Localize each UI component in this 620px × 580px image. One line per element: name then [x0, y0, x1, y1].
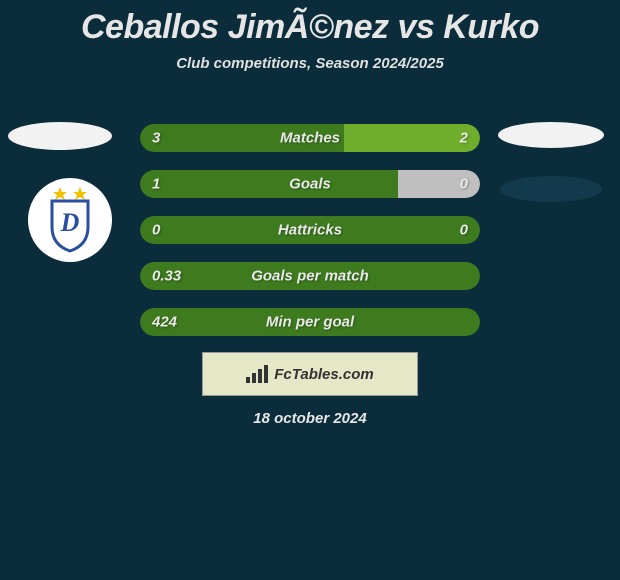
stat-label: Hattricks [140, 222, 480, 239]
stat-row: 0.33Goals per match [140, 262, 480, 290]
stat-row: 00Hattricks [140, 216, 480, 244]
comparison-card: Ceballos JimÃ©nez vs Kurko Club competit… [0, 0, 620, 580]
stat-label: Goals [140, 176, 480, 193]
bars-icon [246, 365, 268, 383]
stat-label: Matches [140, 130, 480, 147]
svg-text:D: D [60, 208, 80, 237]
stat-row: 10Goals [140, 170, 480, 198]
stat-row: 32Matches [140, 124, 480, 152]
player-right-photo-placeholder [498, 122, 604, 148]
club-badge-right-placeholder [500, 176, 602, 202]
stats-table: 32Matches 10Goals 00Hattricks 0.33Goals per… [140, 124, 480, 354]
page-title: Ceballos JimÃ©nez vs Kurko [0, 0, 620, 47]
dynamo-crest-icon: D [40, 187, 100, 253]
stat-label: Min per goal [140, 314, 480, 331]
club-badge-left: D [28, 178, 112, 262]
page-subtitle: Club competitions, Season 2024/2025 [0, 55, 620, 72]
brand-text: FcTables.com [274, 366, 373, 383]
brand-badge: FcTables.com [202, 352, 418, 396]
stat-row: 424Min per goal [140, 308, 480, 336]
stat-label: Goals per match [140, 268, 480, 285]
player-left-photo-placeholder [8, 122, 112, 150]
date-text: 18 october 2024 [0, 410, 620, 427]
